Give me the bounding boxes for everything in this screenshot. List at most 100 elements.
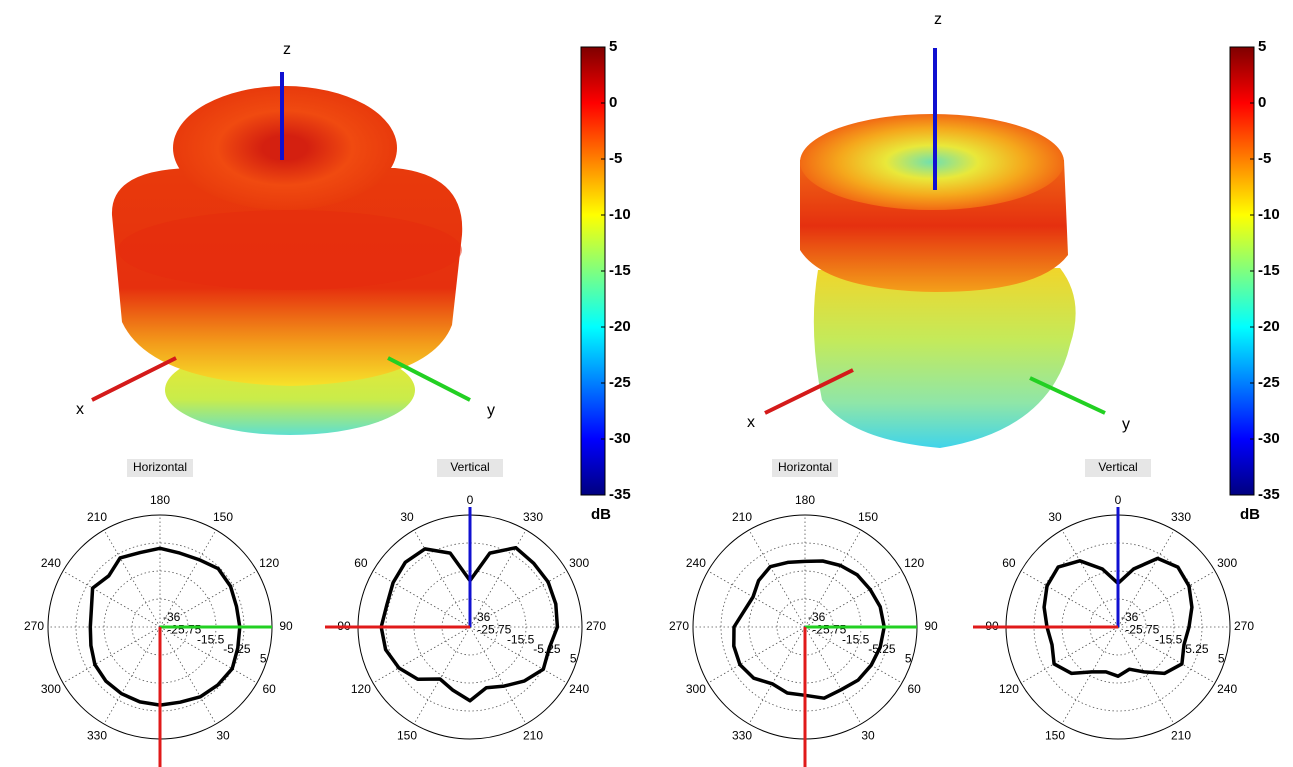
colorbar-tick-label: -30: [609, 430, 631, 447]
theta-tick-label: 270: [669, 619, 689, 633]
r-tick-label: 5: [1218, 651, 1225, 665]
grid-spoke: [469, 570, 568, 628]
r-tick-label: -36: [1121, 610, 1139, 624]
axis-label: x: [747, 414, 755, 431]
polar-plot: -36-25.75-15.5-5.25518015012090603033030…: [24, 459, 293, 767]
grid-spoke: [748, 529, 806, 628]
y-axis-line: [1029, 376, 1106, 415]
x-axis-line: [764, 368, 854, 415]
grid-spoke: [707, 626, 806, 684]
theta-tick-label: 240: [41, 556, 61, 570]
grid-spoke: [469, 529, 527, 628]
theta-tick-label: 270: [24, 619, 44, 633]
theta-tick-label: 240: [686, 556, 706, 570]
pattern-curve: [88, 546, 242, 707]
grid-spoke: [413, 626, 471, 725]
colorbar-tick-label: -20: [1258, 318, 1280, 335]
polar-title: Vertical: [450, 460, 489, 474]
theta-tick-label: 30: [216, 728, 230, 742]
theta-tick-label: 90: [279, 619, 293, 633]
theta-tick-label: 300: [686, 682, 706, 696]
title-background: [437, 459, 503, 477]
grid-spoke: [804, 626, 903, 684]
grid-spoke: [1020, 570, 1119, 628]
colorbar-tick-label: -5: [609, 150, 622, 167]
theta-tick-label: 240: [569, 682, 589, 696]
r-tick-label: -25.75: [477, 623, 511, 637]
grid-spoke: [1117, 570, 1216, 628]
polar-plot: -36-25.75-15.5-5.25503060901201502102402…: [325, 459, 606, 742]
grid-spoke: [1061, 626, 1119, 725]
surface: [813, 268, 1076, 448]
colorbar-tick-label: -30: [1258, 430, 1280, 447]
surface: [118, 210, 462, 290]
theta-tick-label: 330: [523, 510, 543, 524]
theta-tick-label: 180: [795, 493, 815, 507]
grid-spoke: [103, 529, 161, 628]
grid-spoke: [707, 570, 806, 628]
r-tick-label: 5: [260, 651, 267, 665]
colorbar: 5 0 -5 -10 -15 -20 -25 -30 -35 dB: [1229, 38, 1280, 523]
r-tick-label: -15.5: [1155, 632, 1183, 646]
r-tick-label: -5.25: [1181, 642, 1209, 656]
theta-tick-label: 0: [467, 493, 474, 507]
grid-spoke: [1117, 626, 1175, 725]
polar-plot: -36-25.75-15.5-5.25503060901201502102402…: [973, 459, 1254, 742]
r-tick-label: 5: [570, 651, 577, 665]
grid-spoke: [159, 626, 258, 684]
colorbar-tick-label: 0: [1258, 94, 1266, 111]
title-background: [1085, 459, 1151, 477]
theta-tick-label: 300: [569, 556, 589, 570]
polar-title: Horizontal: [778, 460, 832, 474]
theta-tick-label: 60: [907, 682, 921, 696]
grid-spoke: [1020, 626, 1119, 684]
theta-tick-label: 60: [262, 682, 276, 696]
colorbar-tick-label: 0: [609, 94, 617, 111]
pattern-3d-left: z x y: [76, 41, 495, 435]
theta-tick-label: 240: [1217, 682, 1237, 696]
grid-spoke: [469, 626, 568, 684]
grid-spoke: [159, 529, 217, 628]
colorbar-label: dB: [591, 506, 611, 523]
colorbar-tick-label: 5: [609, 38, 617, 55]
grid-spoke: [469, 626, 527, 725]
theta-tick-label: 300: [41, 682, 61, 696]
pattern-curve: [732, 559, 886, 700]
grid-spoke: [804, 529, 862, 628]
pattern-3d-right: z x y: [747, 11, 1130, 448]
colorbar-tick-label: -20: [609, 318, 631, 335]
theta-tick-label: 0: [1115, 493, 1122, 507]
theta-tick-label: 300: [1217, 556, 1237, 570]
colorbar-tick-label: -35: [1258, 486, 1280, 503]
r-tick-label: -15.5: [842, 632, 870, 646]
x-axis-line: [91, 356, 177, 402]
title-background: [772, 459, 838, 477]
theta-tick-label: 270: [1234, 619, 1254, 633]
grid-spoke: [1117, 626, 1216, 684]
grid-spoke: [372, 626, 471, 684]
r-tick-label: -15.5: [197, 632, 225, 646]
colorbar-tick-label: -25: [609, 374, 631, 391]
theta-tick-label: 330: [732, 728, 752, 742]
theta-tick-label: 30: [861, 728, 875, 742]
polar-plot: -36-25.75-15.5-5.25518015012090603033030…: [669, 459, 938, 767]
axis-label: z: [934, 11, 942, 28]
theta-tick-label: 60: [1002, 556, 1016, 570]
theta-tick-label: 30: [1048, 510, 1062, 524]
theta-tick-label: 120: [904, 556, 924, 570]
theta-tick-label: 210: [523, 728, 543, 742]
theta-tick-label: 120: [999, 682, 1019, 696]
axis-label: z: [283, 41, 291, 58]
theta-tick-label: 90: [924, 619, 938, 633]
title-background: [127, 459, 193, 477]
axis-label: x: [76, 401, 84, 418]
grid-spoke: [159, 570, 258, 628]
r-tick-label: -36: [473, 610, 491, 624]
theta-tick-label: 150: [1045, 728, 1065, 742]
colorbar-tick-label: -10: [1258, 206, 1280, 223]
grid-spoke: [1117, 529, 1175, 628]
r-tick-label: -5.25: [533, 642, 561, 656]
grid-spoke: [372, 570, 471, 628]
theta-tick-label: 150: [397, 728, 417, 742]
